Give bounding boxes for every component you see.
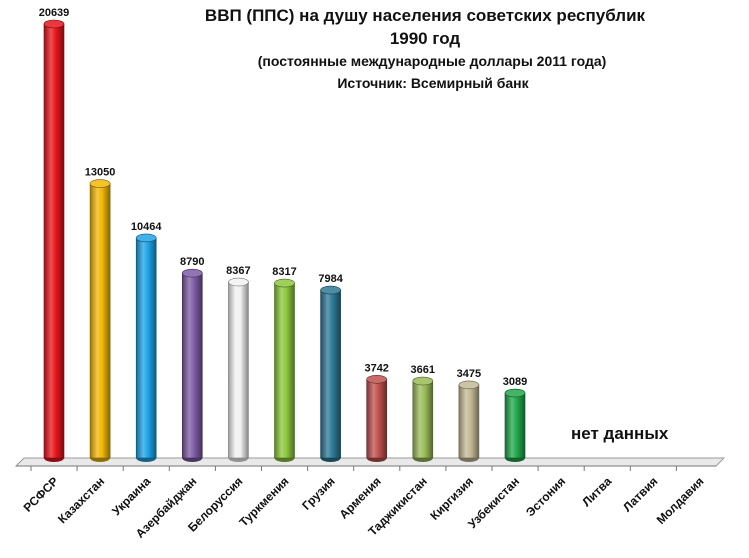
bar (412, 376, 434, 462)
value-label: 7984 (318, 273, 343, 285)
bar (182, 268, 203, 462)
bar (274, 278, 295, 462)
no-data-label: нет данных (571, 424, 669, 443)
category-label: Армения (336, 474, 383, 521)
value-label: 3089 (503, 376, 527, 388)
bar (43, 19, 65, 462)
value-label: 3661 (411, 364, 435, 376)
bars (43, 19, 526, 462)
bar (458, 380, 480, 462)
category-label: Латвия (620, 474, 660, 514)
value-label: 8317 (272, 266, 296, 278)
chart-subtitle-year: 1990 год (390, 29, 461, 48)
value-label: 3742 (364, 362, 388, 374)
value-label: 13050 (85, 167, 116, 179)
value-label: 20639 (39, 7, 70, 19)
bar (89, 179, 111, 462)
category-label: Украина (109, 474, 153, 518)
chart-subtitle-units: (постоянные международные доллары 2011 г… (258, 53, 607, 69)
bar (320, 285, 341, 462)
bar (366, 375, 388, 462)
value-label: 10464 (131, 221, 162, 233)
bar (228, 277, 249, 462)
category-label: Грузия (299, 474, 337, 512)
chart-source: Источник: Всемирный банк (337, 75, 529, 91)
category-label: Туркмения (237, 474, 292, 529)
bar (504, 388, 526, 462)
chart-title: ВВП (ППС) на душу населения советских ре… (205, 6, 646, 25)
category-label: Киргизия (427, 474, 476, 523)
value-label: 8790 (180, 256, 204, 268)
category-label: Казахстан (55, 474, 107, 526)
category-label: Литва (579, 474, 614, 509)
value-label: 3475 (457, 368, 481, 380)
bar (135, 233, 157, 462)
category-label: Молдавия (654, 474, 707, 527)
category-label: Эстония (523, 474, 568, 519)
value-label: 8367 (226, 265, 250, 277)
category-label: РСФСР (21, 474, 62, 515)
value-labels: 20639 13050 10464 8790 8367 8317 7984 3742 3661 3… (39, 7, 528, 388)
